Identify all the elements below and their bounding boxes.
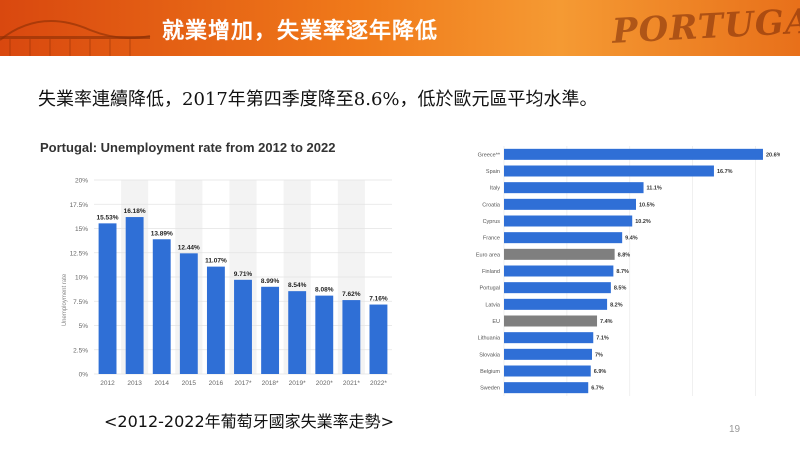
data-label: 8.8% [618, 252, 631, 258]
bar [504, 315, 598, 327]
bar [504, 165, 714, 177]
x-tick-label: 2021* [343, 380, 360, 387]
category-label: Latvia [485, 302, 501, 308]
y-tick-label: 0% [79, 372, 89, 379]
data-label: 7.16% [369, 296, 388, 303]
data-label: 16.7% [717, 169, 733, 175]
bar [504, 148, 763, 160]
data-label: 8.54% [288, 282, 307, 289]
x-tick-label: 2017* [235, 380, 252, 387]
x-tick-label: 2020* [316, 380, 333, 387]
category-label: Portugal [480, 286, 501, 292]
bar [504, 382, 589, 394]
data-label: 8.7% [616, 269, 629, 275]
x-tick-label: 2015 [182, 380, 197, 387]
data-label: 10.5% [639, 202, 655, 208]
category-label: Spain [486, 169, 500, 175]
y-axis-label: Unemployment rate [62, 273, 68, 326]
eu-unemployment-comparison-chart: Greece** 20.6% Spain 16.7% Italy 11.1% Croatia… [476, 146, 780, 396]
slide-header: 就業增加，失業率逐年降低 PORTUGAL [0, 0, 800, 56]
bar [234, 279, 252, 374]
data-label: 13.89% [151, 230, 173, 237]
x-tick-label: 2013 [127, 380, 142, 387]
bar [504, 298, 608, 310]
bar [504, 198, 636, 210]
chart-title: Portugal: Unemployment rate from 2012 to… [40, 140, 335, 155]
bar [504, 332, 594, 344]
category-label: EU [492, 319, 500, 325]
data-label: 15.53% [97, 214, 119, 221]
bar [206, 266, 225, 374]
y-tick-label: 5% [79, 323, 89, 330]
bar [504, 182, 644, 194]
data-label: 9.71% [234, 271, 253, 278]
data-label: 11.1% [647, 186, 662, 192]
x-tick-label: 2012 [100, 380, 115, 387]
category-label: Croatia [482, 202, 501, 208]
x-tick-label: 2014 [154, 380, 169, 387]
data-label: 8.08% [315, 287, 334, 294]
y-tick-label: 12.5% [70, 250, 89, 257]
category-label: Italy [490, 186, 500, 192]
bar [504, 348, 592, 360]
y-tick-label: 15% [75, 226, 88, 233]
data-label: 6.9% [594, 369, 607, 375]
bar [504, 265, 614, 277]
bar [504, 365, 591, 377]
slide-subtitle: 失業率連續降低，2017年第四季度降至8.6%，低於歐元區平均水準。 [38, 89, 598, 110]
bar [288, 291, 307, 374]
bar [98, 223, 117, 374]
bar [315, 295, 334, 374]
category-label: Finland [482, 269, 500, 275]
category-label: Slovakia [479, 352, 501, 358]
x-tick-label: 2018* [262, 380, 279, 387]
data-label: 7.62% [342, 291, 361, 298]
x-tick-label: 2019* [289, 380, 306, 387]
x-tick-label: 2022* [370, 380, 387, 387]
data-label: 8.5% [614, 286, 627, 292]
bar [369, 304, 388, 374]
bar [504, 232, 623, 244]
page-number: 19 [729, 424, 741, 435]
category-label: Euro area [476, 252, 501, 258]
category-label: Sweden [480, 386, 500, 392]
bar [504, 215, 633, 227]
bar [152, 239, 171, 374]
bar [261, 286, 280, 374]
bar [504, 248, 615, 260]
category-label: France [483, 236, 500, 242]
category-label: Greece** [478, 152, 501, 158]
bar [179, 253, 198, 374]
slide-title: 就業增加，失業率逐年降低 [162, 19, 439, 44]
category-label: Lithuania [478, 336, 501, 342]
data-label: 9.4% [625, 236, 638, 242]
data-label: 7% [595, 352, 603, 358]
data-label: 6.7% [591, 386, 604, 392]
bar [125, 217, 144, 374]
y-tick-label: 2.5% [73, 347, 88, 354]
y-tick-label: 10% [75, 275, 88, 282]
bridge-illustration [0, 20, 151, 56]
data-label: 11.07% [205, 258, 227, 265]
category-label: Cyprus [483, 219, 501, 225]
x-tick-label: 2016 [209, 380, 224, 387]
data-label: 7.1% [596, 336, 609, 342]
data-label: 20.6% [766, 152, 780, 158]
data-label: 10.2% [635, 219, 651, 225]
y-tick-label: 20% [75, 178, 88, 185]
y-tick-label: 7.5% [73, 299, 88, 306]
data-label: 16.18% [124, 208, 146, 215]
bar [504, 282, 611, 294]
bar [342, 300, 361, 374]
data-label: 8.2% [610, 302, 623, 308]
chart-caption: <2012-2022年葡萄牙國家失業率走勢> [104, 412, 395, 431]
category-label: Belgium [480, 369, 500, 375]
y-tick-label: 17.5% [70, 202, 89, 209]
data-label: 8.99% [261, 278, 280, 285]
data-label: 7.4% [600, 319, 613, 325]
unemployment-rate-chart: Portugal: Unemployment rate from 2012 to… [40, 140, 392, 387]
data-label: 12.44% [178, 244, 200, 251]
